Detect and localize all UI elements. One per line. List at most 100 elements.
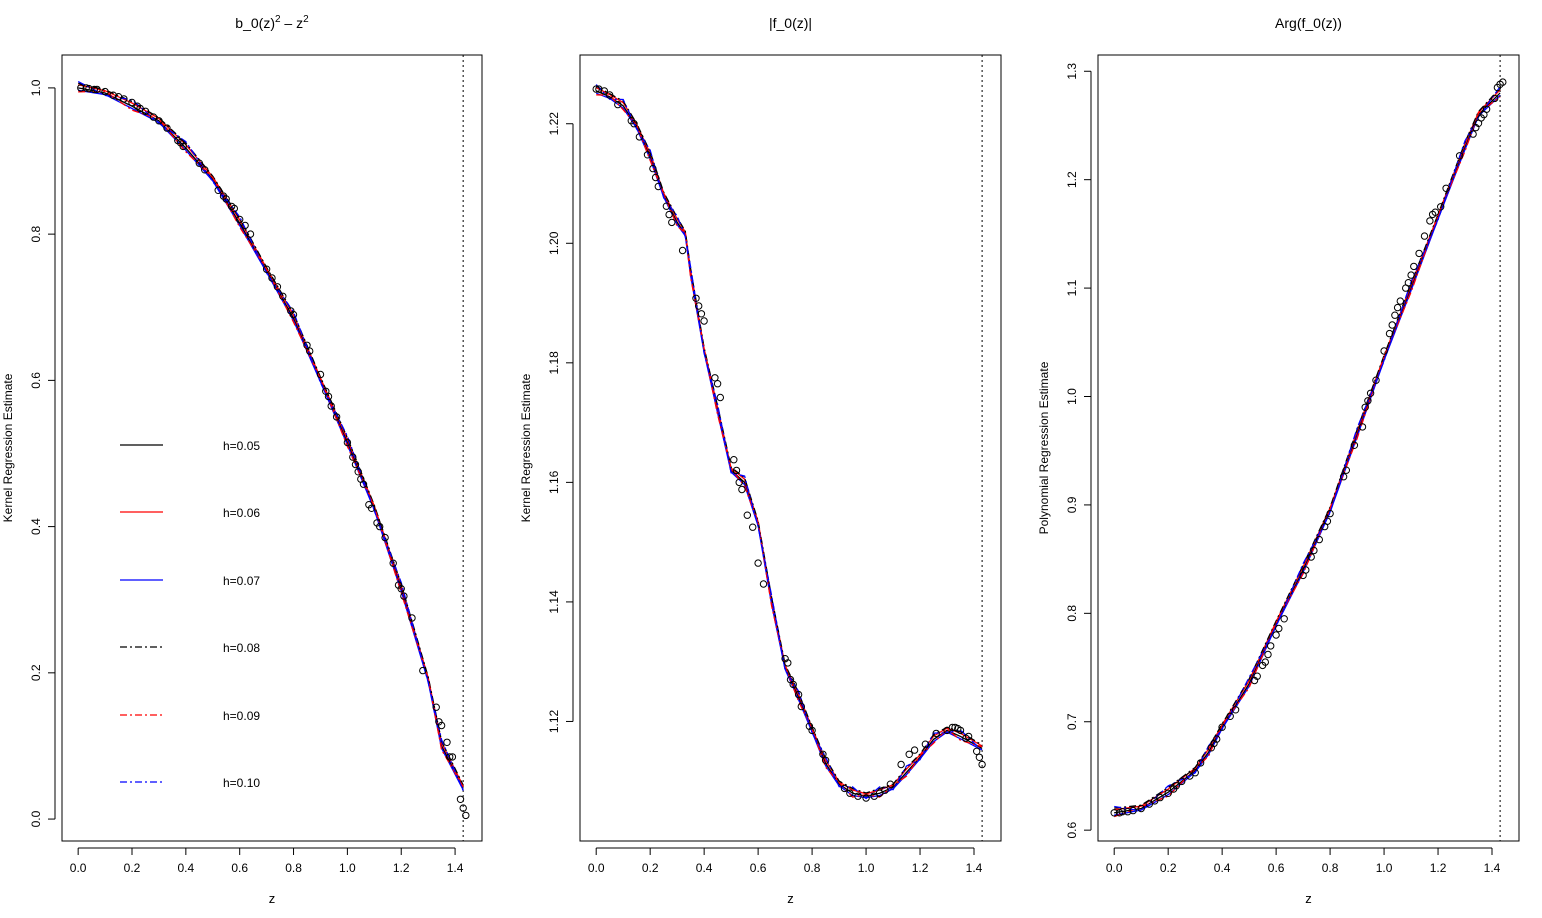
data-point [367,504,376,512]
data-point [437,721,446,730]
data-point [443,738,451,746]
data-point [306,347,314,355]
y-tick-label: 0.6 [1065,821,1079,838]
data-point [1339,473,1348,481]
data-point [1253,672,1261,680]
data-point [246,230,255,238]
data-point [956,726,965,735]
data-point [222,195,230,203]
plot-frame [1097,54,1520,842]
data-point [808,726,816,735]
data-point [948,723,957,732]
x-tick-label: 0.0 [588,861,605,875]
y-tick-label: 1.2 [1065,171,1079,188]
data-point [101,87,109,96]
y-tick-label: 1.16 [547,470,561,494]
legend-label: h=0.05 [223,439,260,453]
x-tick-label: 0.8 [1322,861,1339,875]
y-tick-label: 0.8 [1065,605,1079,622]
data-point [85,84,93,93]
x-axis: 0.0 0.2 0.4 0.6 0.8 1.0 1.2 1.4 z [70,847,464,906]
data-point [354,468,362,476]
data-point [179,142,187,151]
series-line-h=0.08 [78,82,464,786]
series-line-h=0.05 [78,87,464,789]
chart-title: |f_0(z)| [769,15,812,31]
data-point [201,166,209,174]
data-point [462,811,470,820]
data-point [692,294,700,302]
data-point [592,85,600,93]
y-tick-label: 0.4 [29,518,43,535]
data-point [875,789,884,797]
data-point [1407,271,1415,279]
data-point [1342,466,1351,474]
plot-frame [579,54,1002,842]
chart-title: b_0(z)2 – z2 [235,14,309,31]
y-tick-label: 1.20 [547,231,561,255]
data-point [1261,658,1270,666]
data-point [668,218,676,227]
chart-title: Arg(f_0(z)) [1275,15,1342,31]
data-point [1482,105,1491,113]
data-point [649,164,657,173]
data-point [821,756,830,764]
series-line-h=0.09 [78,90,464,788]
data-point [1364,397,1372,405]
data-point [886,780,895,788]
data-point [1326,509,1334,518]
data-point [1393,303,1402,312]
y-axis-label: Kernel Regression Estimate [519,373,533,522]
y-axis: 0.0 0.2 0.4 0.6 0.8 1.0 Kernel Regression Esti… [1,79,56,827]
data-point [241,221,249,230]
data-point [630,120,638,128]
data-point [1178,777,1186,786]
data-point [1191,769,1199,777]
data-points [77,84,470,820]
x-tick-label: 0.2 [1160,861,1177,875]
data-point [273,283,282,291]
legend-label: h=0.07 [223,574,260,588]
x-axis: 0.0 0.2 0.4 0.6 0.8 1.0 1.2 1.4 z [1106,847,1501,906]
data-point [1385,329,1394,338]
x-axis-label: z [1305,891,1312,906]
data-point [846,789,854,797]
data-point [324,392,333,401]
data-point [1272,631,1280,639]
data-point [975,753,984,761]
series-line-h=0.10 [1114,86,1501,812]
series-line-h=0.06 [1114,89,1501,811]
data-point [1391,311,1399,319]
data-point [789,680,797,689]
x-tick-label: 0.8 [804,861,821,875]
data-point [1275,624,1283,633]
data-point [754,559,762,567]
data-point [448,753,457,761]
data-point [697,310,706,318]
y-axis-label: Polynomial Regression Estimate [1037,361,1051,534]
data-point [90,85,99,94]
data-point [332,413,341,421]
data-point [236,215,244,224]
legend-label: h=0.09 [223,709,260,723]
data-point [749,523,757,531]
data-point [1280,615,1288,623]
data-point [1145,800,1154,808]
data-point [1491,94,1499,103]
data-point [910,746,919,754]
data-point [1172,782,1181,790]
x-tick-label: 0.4 [1214,861,1231,875]
series-lines [1113,86,1501,818]
y-tick-label: 1.12 [547,709,561,733]
x-tick-label: 1.2 [393,861,410,875]
data-point [1218,723,1226,731]
data-point [595,85,603,93]
y-axis: 1.12 1.14 1.16 1.18 1.20 1.22 Kernel Regressio… [519,112,574,733]
data-point [262,265,271,273]
data-point [376,522,384,531]
y-tick-label: 1.0 [1065,388,1079,405]
data-point [1213,735,1221,743]
y-tick-label: 0.2 [29,664,43,681]
x-tick-label: 0.4 [696,861,713,875]
x-axis-label: z [787,891,794,906]
